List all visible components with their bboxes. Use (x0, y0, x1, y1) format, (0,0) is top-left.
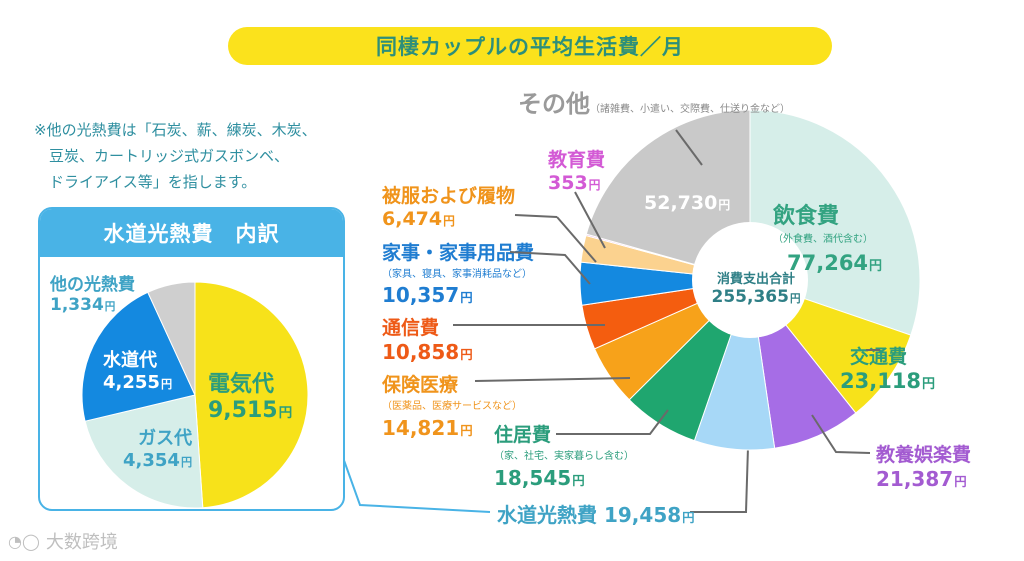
label-name: 教育費 (548, 149, 606, 171)
pie-slice-gas (84, 394, 204, 509)
label-value: 21,387 (876, 467, 954, 491)
center-total-name: 消費支出合計 (716, 272, 795, 287)
sub-label-value: 4,354 (123, 450, 180, 471)
label-name: 保険医療 (382, 374, 459, 396)
label-name: 住居費 (494, 424, 552, 446)
center-total-value: 255,365 (711, 287, 789, 307)
label-note: （医薬品、医療サービスなど） (382, 401, 522, 412)
yen-unit: 円 (460, 347, 473, 362)
label-value: 19,458 (603, 503, 682, 527)
label-name: 教養娯楽費 (876, 444, 972, 466)
label-name: 飲食費 (773, 204, 840, 229)
label-value: 77,264 (787, 251, 869, 275)
yen-unit: 円 (160, 378, 173, 391)
label-household: 家事・家事用品費 （家具、寝具、家事消耗品など） 10,357円 (382, 238, 534, 307)
sub-label-value: 4,255 (103, 372, 160, 393)
label-note: （家、社宅、実家暮らし含む） (494, 451, 634, 462)
footnote-line: ※他の光熱費は「石炭、薪、練炭、木炭、 (34, 121, 317, 139)
yen-unit: 円 (682, 510, 695, 525)
label-value: 52,730 (644, 192, 718, 214)
leader-clothing-2 (556, 216, 597, 263)
label-name: 交通費 (850, 346, 908, 368)
label-other-value: 52,730円 (644, 192, 730, 214)
label-value: 353 (548, 172, 588, 194)
label-value: 18,545 (494, 466, 572, 490)
label-medical: 保険医療 （医薬品、医療サービスなど） 14,821円 (382, 370, 522, 440)
label-note: （諸雑費、小遣い、交際費、仕送り金など） (590, 104, 790, 115)
sub-label-value: 1,334 (50, 295, 104, 315)
yen-unit: 円 (443, 214, 455, 228)
label-education: 教育費 353円 (548, 145, 605, 194)
yen-unit: 円 (718, 198, 731, 212)
label-note: （外食費、酒代含む） (773, 234, 873, 245)
callout-line-utilities-main (690, 446, 749, 513)
label-other: その他（諸雑費、小遣い、交際費、仕送り金など） (518, 84, 790, 119)
sub-label-gas: ガス代 4,354円 (123, 428, 192, 474)
label-culture: 教養娯楽費 21,387円 (876, 440, 971, 491)
label-clothing: 被服および履物 6,474円 (382, 181, 515, 230)
leader-education (574, 191, 606, 249)
pie-slice-water (81, 291, 196, 422)
yen-unit: 円 (460, 290, 473, 305)
leader-household (509, 251, 591, 285)
label-name: 被服および履物 (382, 185, 516, 207)
sub-label-value: 9,515 (208, 398, 278, 423)
living-cost-pie (580, 109, 920, 451)
center-total: 消費支出合計 255,365円 (700, 268, 812, 307)
utilities-pie (81, 281, 309, 509)
sub-label-name: 電気代 (208, 372, 275, 397)
label-food: 飲食費 （外食費、酒代含む） 77,264円 (773, 198, 882, 275)
leader-medical (474, 377, 631, 382)
yen-unit: 円 (180, 456, 193, 469)
label-value: 6,474 (382, 208, 443, 230)
label-transport: 交通費 23,118円 (822, 342, 935, 393)
leader-culture (811, 414, 871, 454)
leader-other (675, 129, 703, 166)
yen-unit: 円 (278, 405, 293, 421)
yen-unit: 円 (922, 377, 936, 392)
label-name: 家事・家事用品費 (382, 242, 535, 264)
yen-unit: 円 (104, 301, 116, 313)
pie-slice-electric (194, 281, 309, 509)
pie-slice-other_utility (147, 281, 196, 396)
leader-housing (556, 409, 669, 435)
callout-line-utilities (340, 451, 491, 513)
footnote-line: ドライアイス等」を指します。 (34, 173, 257, 191)
label-note: （家具、寝具、家事消耗品など） (382, 269, 532, 280)
sub-label-other-utility: 他の光熱費 1,334円 (50, 275, 135, 317)
footnote: ※他の光熱費は「石炭、薪、練炭、木炭、 豆炭、カートリッジ式ガスボンベ、 ドライ… (34, 117, 364, 195)
footnote-line: 豆炭、カートリッジ式ガスボンベ、 (34, 147, 290, 165)
yen-unit: 円 (460, 423, 473, 438)
sub-label-electric: 電気代 9,515円 (208, 372, 292, 426)
sub-label-water: 水道代 4,255円 (103, 350, 172, 396)
label-telecom: 通信費 10,858円 (382, 313, 473, 364)
label-value: 10,858 (382, 340, 460, 364)
pie-center-hole (692, 222, 808, 338)
sub-label-name: ガス代 (138, 428, 193, 449)
yen-unit: 円 (588, 178, 601, 192)
sub-label-name: 他の光熱費 (50, 275, 135, 295)
watermark: ◔◯ 大数跨境 (8, 528, 118, 554)
label-utilities: 水道光熱費 19,458円 (497, 499, 695, 528)
label-value: 10,357 (382, 283, 460, 307)
label-name: その他 (518, 90, 590, 118)
pie-slice-other (585, 109, 751, 281)
label-name: 通信費 (382, 317, 440, 339)
panel-title: 水道光熱費 内訳 (40, 209, 343, 257)
chart-title: 同棲カップルの平均生活費／月 (228, 27, 832, 65)
label-value: 23,118 (840, 369, 922, 393)
label-housing: 住居費 （家、社宅、実家暮らし含む） 18,545円 (494, 420, 634, 490)
label-value: 14,821 (382, 416, 460, 440)
yen-unit: 円 (789, 293, 801, 305)
watermark-logo-icon: ◔◯ (8, 531, 40, 551)
leader-clothing (514, 214, 558, 218)
yen-unit: 円 (954, 474, 967, 489)
label-name: 水道光熱費 (497, 503, 597, 527)
yen-unit: 円 (572, 473, 585, 488)
sub-label-name: 水道代 (103, 350, 157, 371)
yen-unit: 円 (869, 259, 883, 274)
watermark-text: 大数跨境 (45, 532, 118, 553)
